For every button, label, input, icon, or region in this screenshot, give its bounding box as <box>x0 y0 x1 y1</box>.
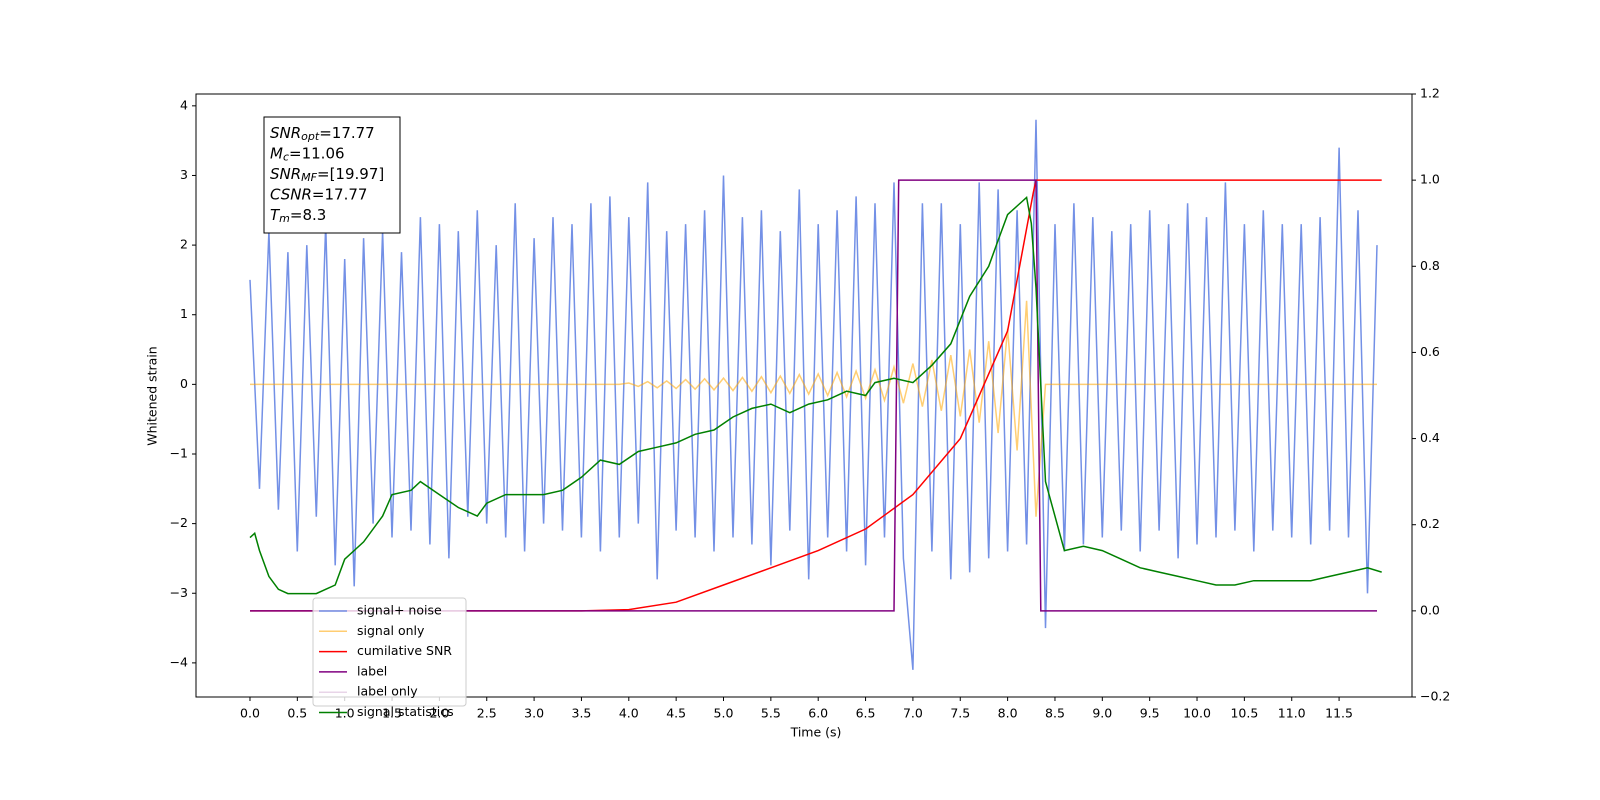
annotation-line: SNRMF=[19.97] <box>270 165 384 185</box>
y2-tick-label: 1.2 <box>1420 86 1440 101</box>
y2-tick-label: 0.8 <box>1420 258 1440 273</box>
y-tick-label: −1 <box>170 445 188 460</box>
x-tick-label: 2.5 <box>477 706 497 721</box>
annotation-subscript: MF <box>301 171 317 184</box>
x-tick-label: 4.5 <box>666 706 686 721</box>
y-tick-label: 0 <box>180 376 188 391</box>
annotation-line: Tm=8.3 <box>270 206 326 226</box>
x-tick-label: 6.5 <box>856 706 876 721</box>
series-line <box>250 179 1377 612</box>
y-tick-label: −2 <box>170 515 188 530</box>
annotation-value: =[19.97] <box>317 165 384 183</box>
series-line <box>249 119 1378 670</box>
y-tick-label: 3 <box>180 167 188 182</box>
annotation-symbol: SNR <box>270 165 301 183</box>
annotation-symbol: CSNR <box>270 185 312 203</box>
annotation-value: =17.77 <box>319 124 375 142</box>
x-tick-label: 9.5 <box>1140 706 1160 721</box>
legend-label: signal statistics <box>357 704 454 719</box>
annotation-subscript: opt <box>301 130 320 143</box>
annotation-subscript: c <box>283 151 289 164</box>
x-tick-label: 3.5 <box>572 706 592 721</box>
x-tick-label: 11.5 <box>1325 706 1353 721</box>
plot-frame <box>195 93 1413 698</box>
x-tick-label: 4.0 <box>619 706 639 721</box>
y-tick-label: 1 <box>180 306 188 321</box>
legend-label: signal+ noise <box>357 603 442 618</box>
x-axis-label: Time (s) <box>790 725 842 740</box>
x-tick-label: 1.5 <box>382 706 402 721</box>
y-tick-label: −3 <box>170 585 188 600</box>
legend-box <box>312 597 467 707</box>
y-tick-label: −4 <box>170 654 188 669</box>
x-tick-label: 0.5 <box>287 706 307 721</box>
x-tick-label: 10.5 <box>1230 706 1258 721</box>
annotation-symbol: M <box>270 144 283 162</box>
annotation-line: SNRopt=17.77 <box>270 124 375 144</box>
annotation-line: CSNR=17.77 <box>270 185 367 203</box>
annotation-value: =17.77 <box>312 185 368 203</box>
legend-label: label only <box>357 684 418 699</box>
series-line <box>250 300 1377 517</box>
x-tick-label: 9.0 <box>1092 706 1112 721</box>
legend-label: signal only <box>357 623 425 638</box>
x-tick-label: 8.0 <box>998 706 1018 721</box>
y2-tick-label: 0.6 <box>1420 344 1440 359</box>
annotation-value: =8.3 <box>290 206 326 224</box>
annotation-value: =11.06 <box>289 144 345 162</box>
x-tick-label: 2.0 <box>429 706 449 721</box>
y-axis-label: Whitened strain <box>145 346 160 445</box>
annotation-subscript: m <box>279 212 290 225</box>
x-tick-label: 11.0 <box>1278 706 1306 721</box>
x-tick-label: 5.5 <box>761 706 781 721</box>
x-tick-label: 0.0 <box>240 706 260 721</box>
y2-tick-label: 0.0 <box>1420 602 1440 617</box>
legend-label: label <box>357 663 387 678</box>
series-line <box>250 179 1382 612</box>
annotation-line: Mc=11.06 <box>270 144 345 164</box>
annotation-box <box>263 116 401 234</box>
legend: signal+ noise signal only cumilative SNR la… <box>312 597 467 719</box>
x-tick-label: 3.0 <box>524 706 544 721</box>
x-tick-label: 6.0 <box>808 706 828 721</box>
x-tick-label: 7.5 <box>950 706 970 721</box>
y2-tick-label: 0.2 <box>1420 516 1440 531</box>
y2-tick-label: 0.4 <box>1420 430 1440 445</box>
x-tick-label: 8.5 <box>1045 706 1065 721</box>
annotation-symbol: SNR <box>270 124 301 142</box>
annotation-symbol: T <box>270 206 281 224</box>
y2-tick-label: −0.2 <box>1420 689 1450 704</box>
y-tick-label: 2 <box>180 237 188 252</box>
y2-tick-label: 1.0 <box>1420 172 1440 187</box>
x-tick-label: 5.0 <box>714 706 734 721</box>
y-tick-label: 4 <box>180 97 188 112</box>
series-line <box>249 195 1382 595</box>
legend-label: cumilative SNR <box>357 643 452 658</box>
x-tick-label: 7.0 <box>903 706 923 721</box>
x-tick-label: 10.0 <box>1183 706 1211 721</box>
